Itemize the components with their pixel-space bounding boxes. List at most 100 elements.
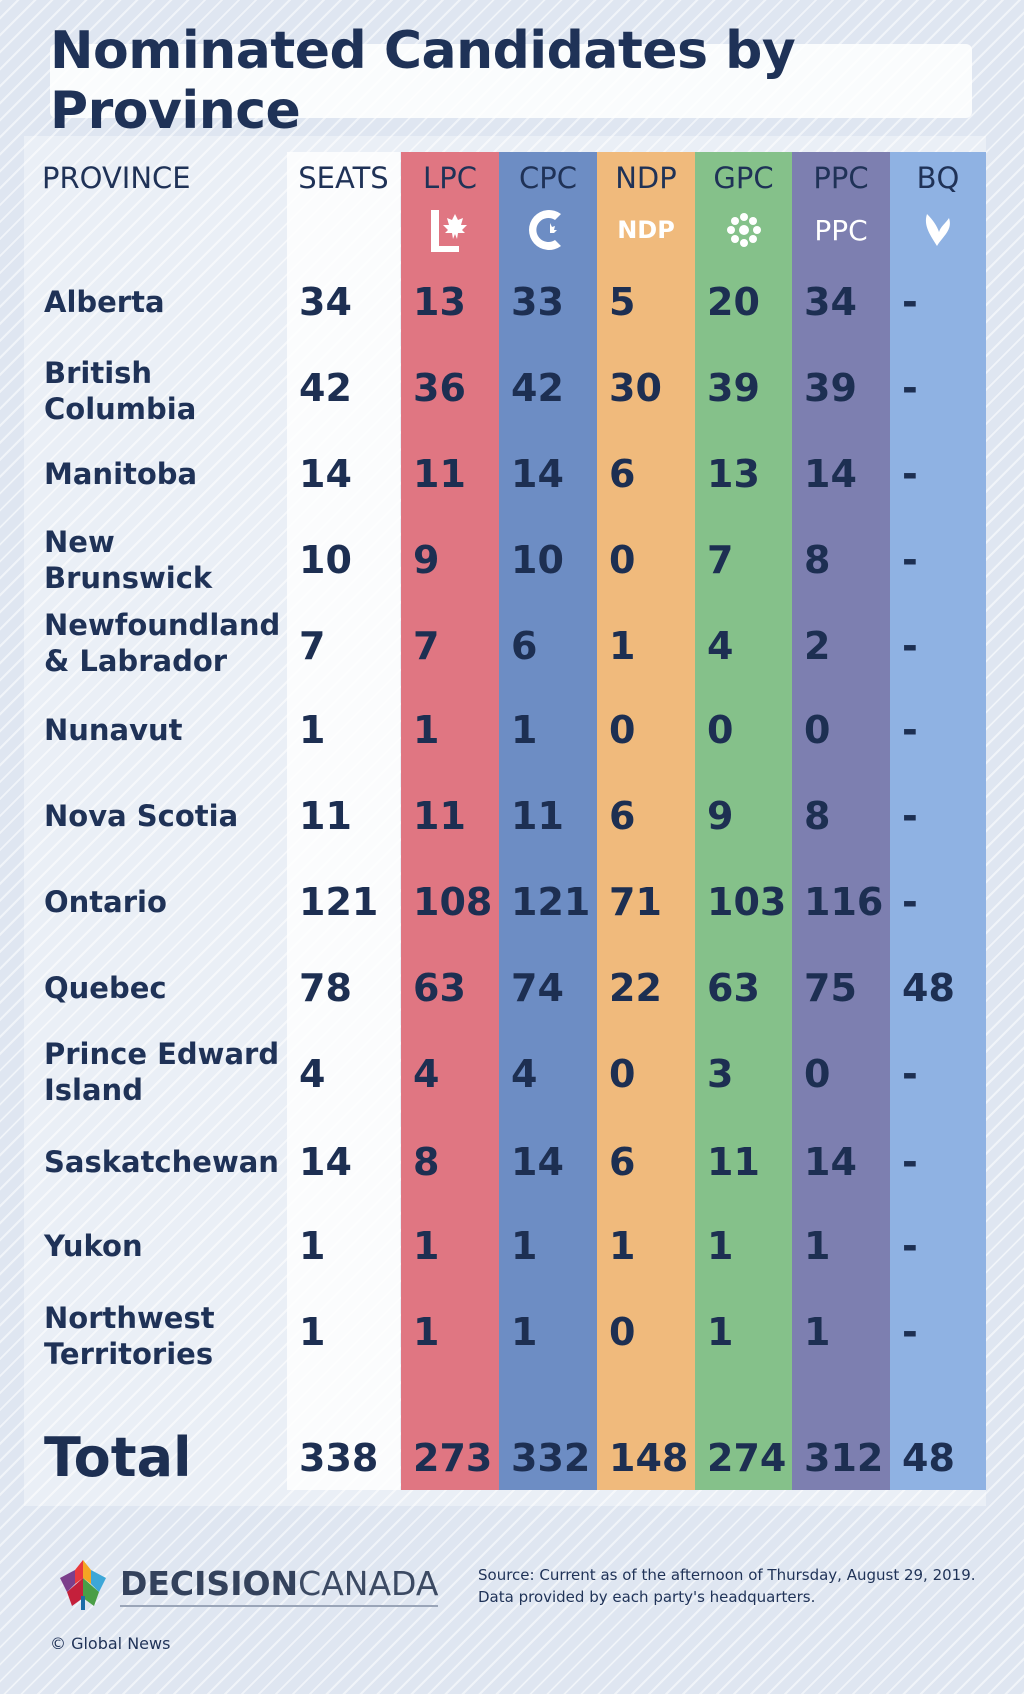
cell-cpc: 1 xyxy=(511,708,538,752)
cell-bq: - xyxy=(902,880,918,924)
cell-seats: 34 xyxy=(299,280,352,324)
cell-gpc: 11 xyxy=(707,1140,760,1184)
cell-gpc: 39 xyxy=(707,366,760,410)
cell-cpc: 11 xyxy=(511,794,564,838)
decision-canada-brand: DECISIONCANADA xyxy=(54,1552,439,1618)
cell-ndp: 22 xyxy=(609,966,662,1010)
cell-ndp: 1 xyxy=(609,1224,636,1268)
cell-bq: - xyxy=(902,1052,918,1096)
cell-cpc: 14 xyxy=(511,452,564,496)
cell-lpc: 108 xyxy=(413,880,493,924)
cell-seats: 1 xyxy=(299,1310,326,1354)
column-header-bq: BQ xyxy=(916,161,960,195)
source-line-1: Source: Current as of the afternoon of T… xyxy=(478,1566,976,1584)
cell-lpc: 36 xyxy=(413,366,466,410)
brand-bold: DECISION xyxy=(120,1563,299,1603)
cell-seats: 14 xyxy=(299,1140,352,1184)
cell-ppc: 8 xyxy=(804,538,831,582)
ndp-logo-text: NDP xyxy=(617,216,675,244)
total-gpc: 274 xyxy=(707,1436,787,1480)
cell-ndp: 0 xyxy=(609,1310,636,1354)
cell-lpc: 11 xyxy=(413,452,466,496)
cell-ppc: 0 xyxy=(804,1052,831,1096)
cell-ppc: 0 xyxy=(804,708,831,752)
cell-cpc: 14 xyxy=(511,1140,564,1184)
cell-bq: - xyxy=(902,1224,918,1268)
cell-lpc: 13 xyxy=(413,280,466,324)
cell-bq: - xyxy=(902,538,918,582)
column-band-gpc xyxy=(695,152,792,1490)
cell-ndp: 6 xyxy=(609,1140,636,1184)
province-name: Saskatchewan xyxy=(44,1145,279,1179)
ndp-maple-logo-icon: NDP xyxy=(606,204,686,256)
cell-gpc: 20 xyxy=(707,280,760,324)
cell-ppc: 1 xyxy=(804,1310,831,1354)
cell-ppc: 14 xyxy=(804,452,857,496)
cell-cpc: 74 xyxy=(511,966,564,1010)
cell-ppc: 1 xyxy=(804,1224,831,1268)
province-name: New Brunswick xyxy=(44,525,213,595)
ppc-logo-icon: PPC xyxy=(801,204,881,256)
column-band-ppc xyxy=(792,152,890,1490)
total-cpc: 332 xyxy=(511,1436,591,1480)
ppc-logo-text: PPC xyxy=(814,213,868,247)
province-name: British Columbia xyxy=(44,356,197,426)
conservative-c-logo-icon xyxy=(508,204,588,256)
cell-ppc: 34 xyxy=(804,280,857,324)
cell-ppc: 2 xyxy=(804,624,831,668)
cell-ppc: 39 xyxy=(804,366,857,410)
cell-ppc: 14 xyxy=(804,1140,857,1184)
cell-cpc: 10 xyxy=(511,538,564,582)
cell-ndp: 5 xyxy=(609,280,636,324)
province-name: Ontario xyxy=(44,885,167,919)
cell-seats: 10 xyxy=(299,538,352,582)
cell-ppc: 116 xyxy=(804,880,884,924)
column-header-gpc: GPC xyxy=(713,161,774,195)
column-band-bq xyxy=(890,152,986,1490)
cell-seats: 78 xyxy=(299,966,352,1010)
cell-ppc: 8 xyxy=(804,794,831,838)
province-name: Manitoba xyxy=(44,457,198,491)
province-name: Northwest Territories xyxy=(44,1301,215,1371)
cell-seats: 1 xyxy=(299,708,326,752)
cell-bq: - xyxy=(902,366,918,410)
cell-seats: 7 xyxy=(299,624,326,668)
cell-seats: 11 xyxy=(299,794,352,838)
cell-bq: - xyxy=(902,794,918,838)
cell-gpc: 103 xyxy=(707,880,787,924)
brand-light: CANADA xyxy=(298,1563,439,1603)
cell-bq: - xyxy=(902,624,918,668)
cell-lpc: 1 xyxy=(413,1310,440,1354)
cell-bq: - xyxy=(902,280,918,324)
province-name: Prince Edward Island xyxy=(44,1037,280,1107)
cell-cpc: 121 xyxy=(511,880,591,924)
cell-gpc: 1 xyxy=(707,1310,734,1354)
cell-gpc: 13 xyxy=(707,452,760,496)
page-title: Nominated Candidates by Province xyxy=(50,21,972,141)
province-name: Yukon xyxy=(44,1229,143,1263)
cell-lpc: 8 xyxy=(413,1140,440,1184)
cell-lpc: 63 xyxy=(413,966,466,1010)
credit-text: © Global News xyxy=(50,1634,171,1653)
cell-ndp: 0 xyxy=(609,538,636,582)
total-label: Total xyxy=(44,1425,192,1489)
liberal-l-maple-logo-icon xyxy=(410,204,490,256)
province-name: Quebec xyxy=(44,971,167,1005)
bloc-fleur-de-lis-logo-icon xyxy=(898,204,978,256)
column-header-ndp: NDP xyxy=(615,161,677,195)
cell-seats: 14 xyxy=(299,452,352,496)
column-header-seats: SEATS xyxy=(298,161,389,195)
total-ndp: 148 xyxy=(609,1436,689,1480)
cell-bq: - xyxy=(902,1310,918,1354)
cell-gpc: 3 xyxy=(707,1052,734,1096)
cell-lpc: 4 xyxy=(413,1052,440,1096)
cell-lpc: 7 xyxy=(413,624,440,668)
cell-ndp: 0 xyxy=(609,1052,636,1096)
total-ppc: 312 xyxy=(804,1436,884,1480)
cell-seats: 121 xyxy=(299,880,379,924)
column-header-lpc: LPC xyxy=(423,161,477,195)
cell-cpc: 42 xyxy=(511,366,564,410)
cell-lpc: 1 xyxy=(413,708,440,752)
decision-canada-logo-icon xyxy=(60,1560,106,1610)
cell-ndp: 6 xyxy=(609,794,636,838)
